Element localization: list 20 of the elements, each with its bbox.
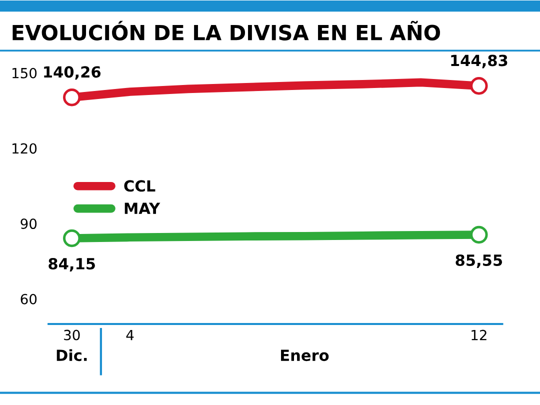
x-tick-label: 30	[64, 330, 80, 340]
y-tick-label: 90	[20, 218, 37, 230]
x-tick-label: 12	[472, 330, 486, 340]
text: Dic.	[56, 349, 87, 362]
data-label: 144,83	[451, 54, 508, 68]
point	[470, 77, 488, 95]
y-tick-label: 120	[12, 143, 37, 154]
point	[63, 229, 81, 248]
y-tick-label: 60	[20, 294, 37, 304]
text: Enero	[281, 350, 329, 362]
point	[63, 88, 81, 106]
x-tick-label: 4	[126, 330, 134, 340]
chart-title: EVOLUCIÓN DE LA DIVISA EN EL AÑO	[12, 20, 440, 40]
legend-label: CCL	[124, 180, 156, 192]
legend-label: MAY	[124, 202, 160, 214]
y-tick-label: 150	[12, 68, 37, 78]
data-label: 85,55	[456, 254, 502, 268]
data-label: 140,26	[44, 66, 101, 80]
data-label: 84,15	[48, 258, 95, 272]
point	[470, 226, 488, 244]
